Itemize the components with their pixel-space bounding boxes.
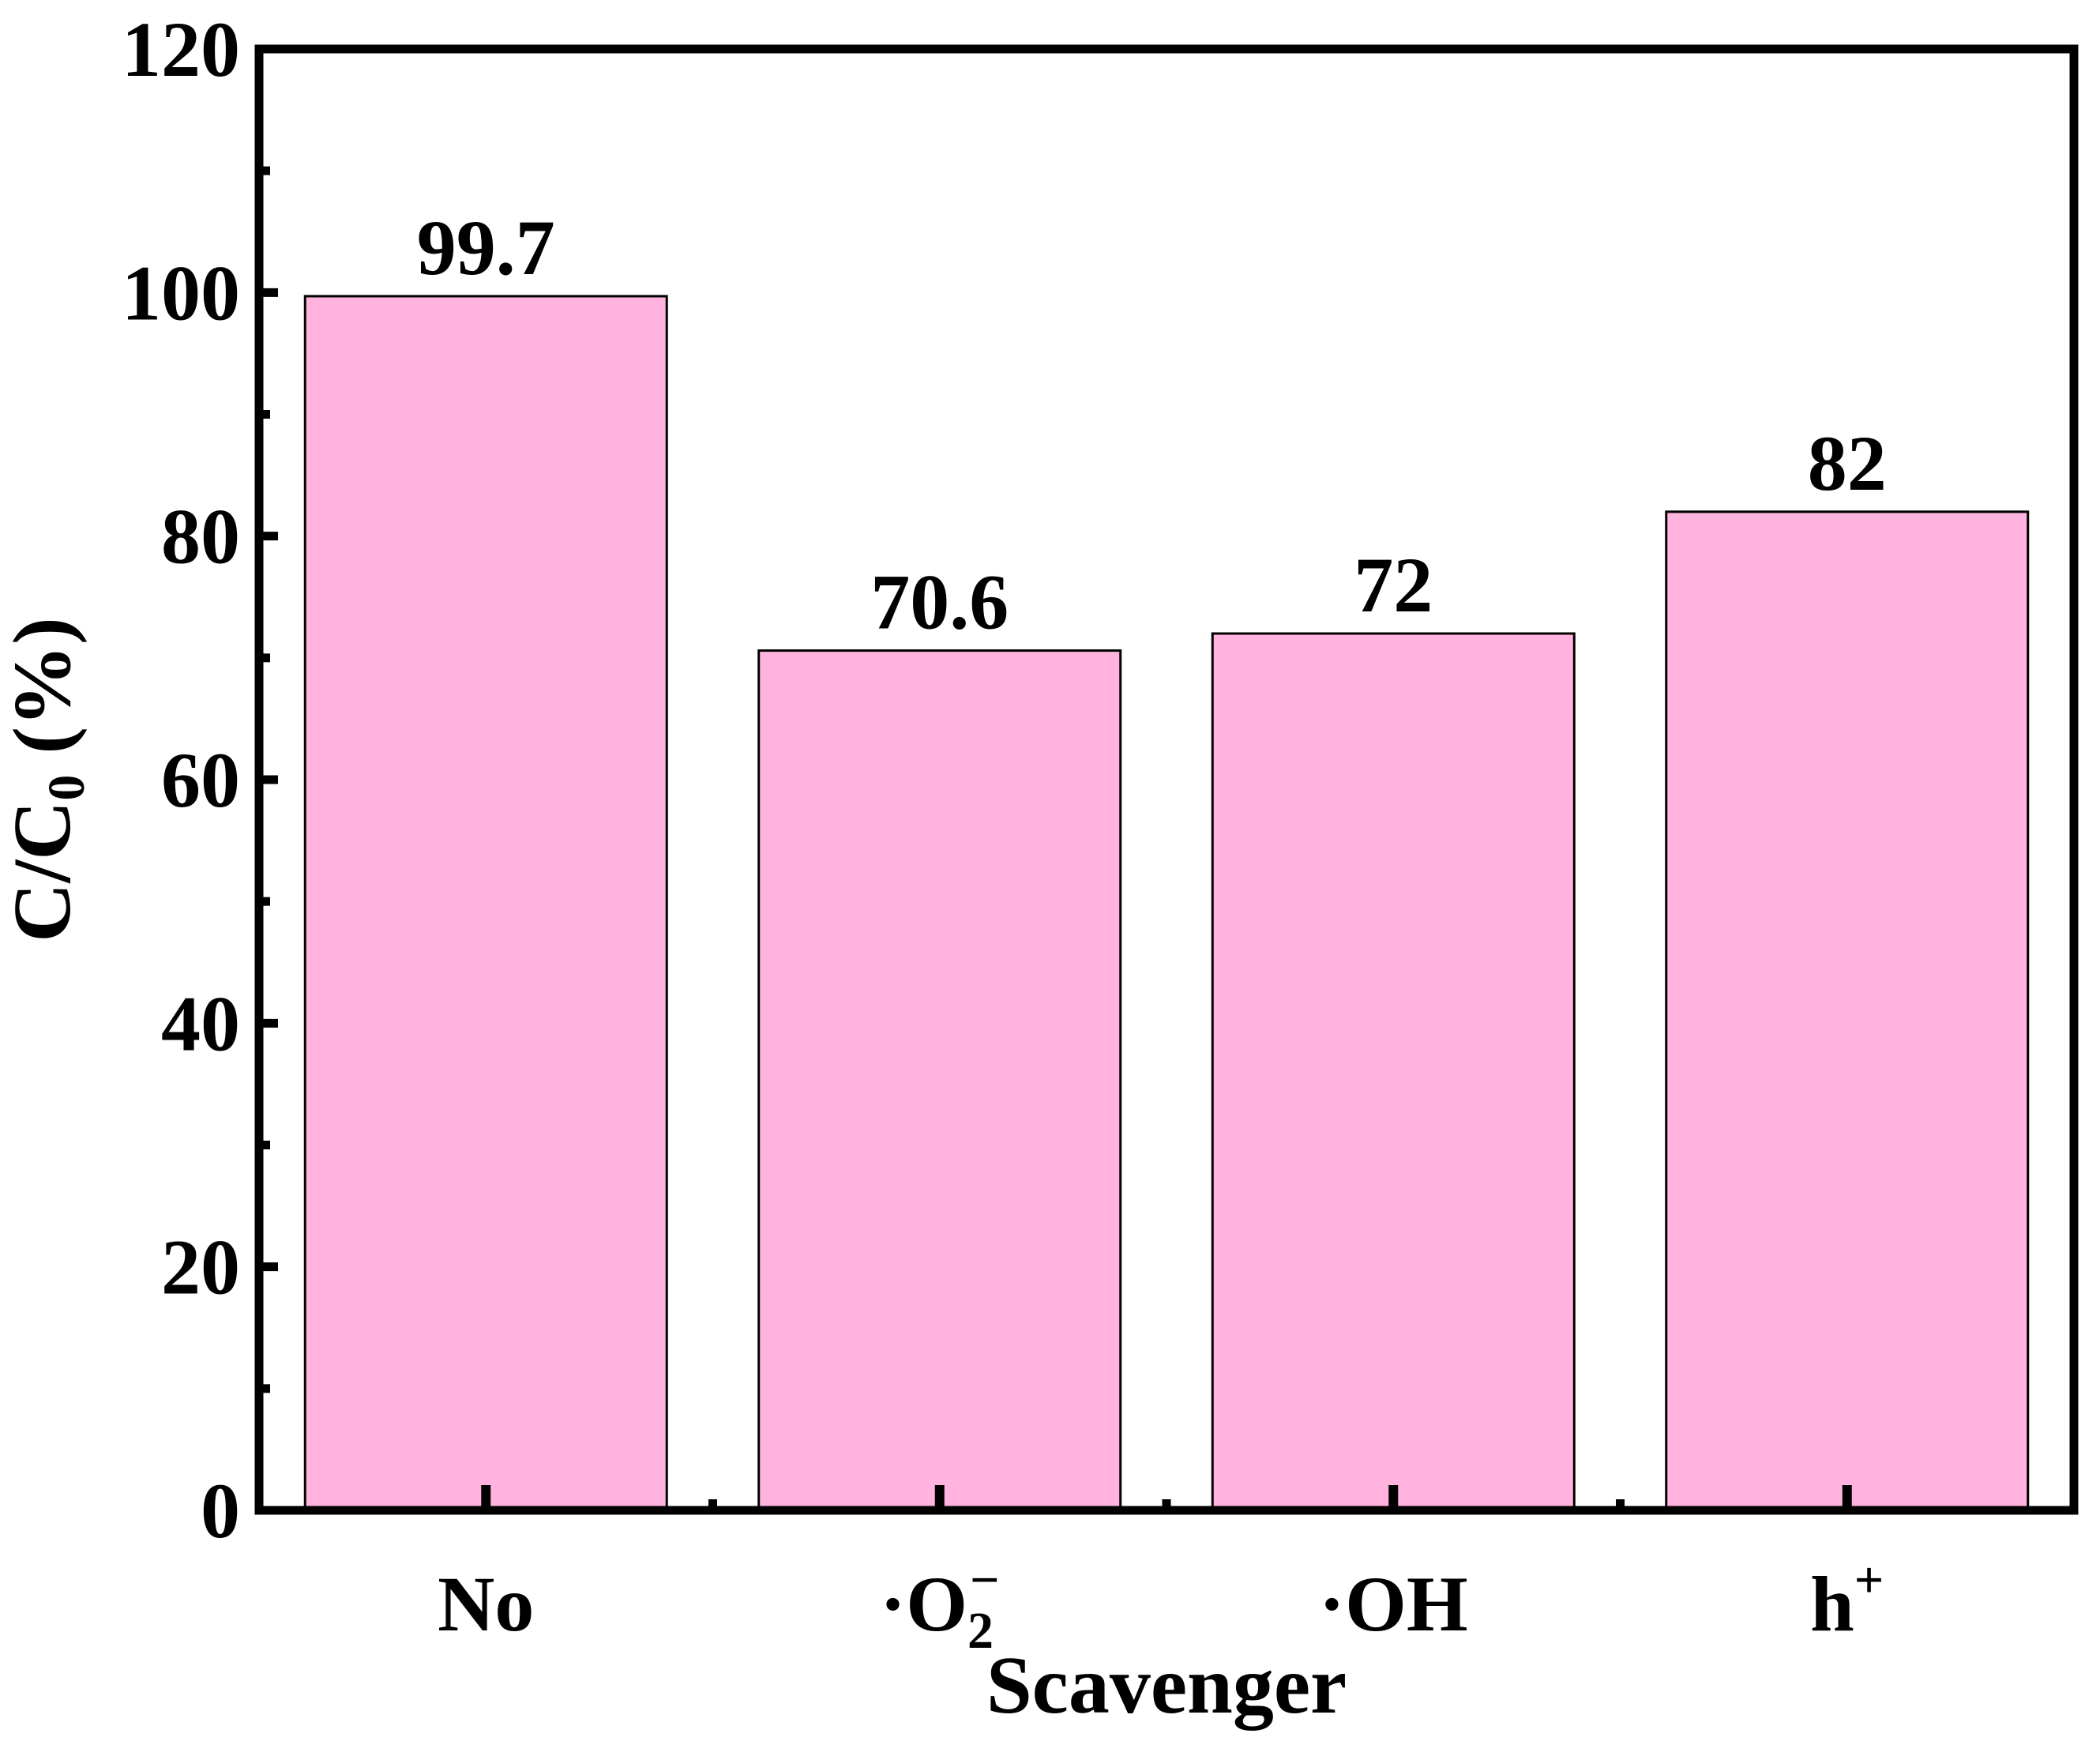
data-label-0: 99.7: [417, 204, 555, 291]
bar-1: [757, 649, 1122, 1512]
x-axis-title: Scavenger: [986, 1640, 1347, 1731]
y-axis-title-subscript: 0: [38, 775, 96, 801]
data-label-3: 82: [1808, 419, 1887, 507]
x-tick-label-base-2: ·OH: [1319, 1560, 1468, 1648]
y-tick-label-2: 40: [161, 980, 240, 1067]
y-axis-title-suffix: (%): [0, 617, 88, 774]
bar-0: [303, 295, 668, 1512]
data-label-1: 70.6: [870, 558, 1009, 646]
y-tick-label-4: 80: [161, 493, 240, 581]
data-labels-group: 99.7 70.6 72 82: [417, 204, 1887, 646]
y-tick-labels-group: 0 20 40 60 80 100 120: [122, 6, 240, 1555]
bar-2: [1211, 632, 1576, 1512]
bars-group: [303, 295, 2030, 1512]
y-tick-label-1: 20: [161, 1224, 240, 1311]
x-tick-labels-group: No ·O2− ·OH h+: [438, 1551, 1884, 1660]
x-tick-label-3: h+: [1810, 1551, 1884, 1648]
data-label-2: 72: [1354, 541, 1433, 629]
y-tick-label-0: 0: [201, 1467, 240, 1555]
x-tick-label-0: No: [438, 1560, 534, 1648]
x-tick-label-superscript-1: −: [970, 1551, 1000, 1609]
x-tick-label-base-1: ·O: [880, 1560, 967, 1648]
y-axis-title-main: C/C: [0, 801, 88, 942]
x-tick-label-base-0: No: [438, 1560, 534, 1648]
x-tick-label-base-3: h: [1810, 1560, 1854, 1648]
ticks-group: [259, 44, 1852, 1515]
y-tick-label-5: 100: [122, 249, 240, 337]
x-tick-label-subscript-1: 2: [967, 1602, 994, 1660]
x-tick-label-superscript-3: +: [1854, 1551, 1884, 1609]
y-tick-label-6: 120: [122, 6, 240, 93]
bar-3: [1665, 510, 2030, 1512]
y-axis-title: C/C0 (%): [0, 617, 96, 942]
x-tick-label-1: ·O2−: [880, 1551, 1000, 1660]
y-tick-label-3: 60: [161, 736, 240, 824]
x-tick-label-2: ·OH: [1319, 1560, 1468, 1648]
